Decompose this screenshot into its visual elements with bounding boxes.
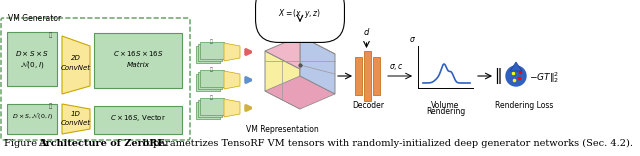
Text: $\|$: $\|$ xyxy=(494,66,502,86)
FancyBboxPatch shape xyxy=(196,102,220,119)
Text: Rendering Loss: Rendering Loss xyxy=(495,102,553,110)
Text: 🔒: 🔒 xyxy=(49,32,52,38)
Text: $C\times16S\times16S$: $C\times16S\times16S$ xyxy=(113,49,163,58)
Text: ConvNet: ConvNet xyxy=(61,65,91,71)
Text: 🔒: 🔒 xyxy=(209,95,212,100)
Text: 🔒: 🔒 xyxy=(209,68,212,73)
Text: $\sigma$: $\sigma$ xyxy=(409,35,416,44)
Text: It parametrizes TensoRF VM tensors with randomly-initialized deep generator netw: It parametrizes TensoRF VM tensors with … xyxy=(139,139,633,148)
Polygon shape xyxy=(300,36,335,94)
Text: Volume: Volume xyxy=(431,102,460,110)
Text: $C\times16S$, Vector: $C\times16S$, Vector xyxy=(110,113,166,123)
Polygon shape xyxy=(62,104,90,134)
Polygon shape xyxy=(510,62,522,71)
Text: $X=(x,y,z)$: $X=(x,y,z)$ xyxy=(278,7,321,20)
FancyBboxPatch shape xyxy=(200,70,224,87)
Text: Matrix: Matrix xyxy=(127,62,149,68)
FancyBboxPatch shape xyxy=(198,100,222,117)
FancyBboxPatch shape xyxy=(7,104,57,134)
Text: Rendering: Rendering xyxy=(426,107,465,117)
FancyBboxPatch shape xyxy=(373,57,380,95)
Circle shape xyxy=(506,66,526,86)
FancyBboxPatch shape xyxy=(94,33,182,88)
Text: VM Generator: VM Generator xyxy=(8,14,61,23)
Text: Architecture of ZeroRF.: Architecture of ZeroRF. xyxy=(38,139,167,148)
FancyBboxPatch shape xyxy=(198,44,222,61)
Polygon shape xyxy=(224,99,240,117)
FancyBboxPatch shape xyxy=(196,74,220,91)
Text: Decoder: Decoder xyxy=(353,102,385,110)
Polygon shape xyxy=(265,51,300,109)
FancyBboxPatch shape xyxy=(355,57,362,95)
Text: ConvNet: ConvNet xyxy=(61,120,91,126)
Polygon shape xyxy=(62,36,90,94)
Text: VM Representation: VM Representation xyxy=(246,125,318,134)
Text: $\mathcal{N}(0,I)$: $\mathcal{N}(0,I)$ xyxy=(20,59,44,71)
FancyBboxPatch shape xyxy=(200,98,224,115)
Text: 2D: 2D xyxy=(71,55,81,61)
Text: Figure 3.: Figure 3. xyxy=(4,139,52,148)
FancyBboxPatch shape xyxy=(196,46,220,63)
FancyBboxPatch shape xyxy=(7,32,57,86)
Text: $D\times S\times S$: $D\times S\times S$ xyxy=(15,49,49,58)
Text: $d$: $d$ xyxy=(363,26,370,37)
Polygon shape xyxy=(224,43,240,61)
Text: $D\times S, \mathcal{N}(0,I)$: $D\times S, \mathcal{N}(0,I)$ xyxy=(12,111,52,121)
Text: 🔒: 🔒 xyxy=(49,103,52,109)
Polygon shape xyxy=(224,71,240,89)
Text: 1D: 1D xyxy=(71,111,81,117)
Text: $- GT\|_2^2$: $- GT\|_2^2$ xyxy=(529,71,559,85)
Polygon shape xyxy=(265,36,335,69)
FancyBboxPatch shape xyxy=(364,51,371,101)
FancyBboxPatch shape xyxy=(200,42,224,59)
FancyBboxPatch shape xyxy=(94,106,182,134)
FancyBboxPatch shape xyxy=(198,72,222,89)
Polygon shape xyxy=(265,76,335,109)
Text: 🔒: 🔒 xyxy=(209,39,212,44)
Text: $\sigma, c$: $\sigma, c$ xyxy=(389,62,404,72)
